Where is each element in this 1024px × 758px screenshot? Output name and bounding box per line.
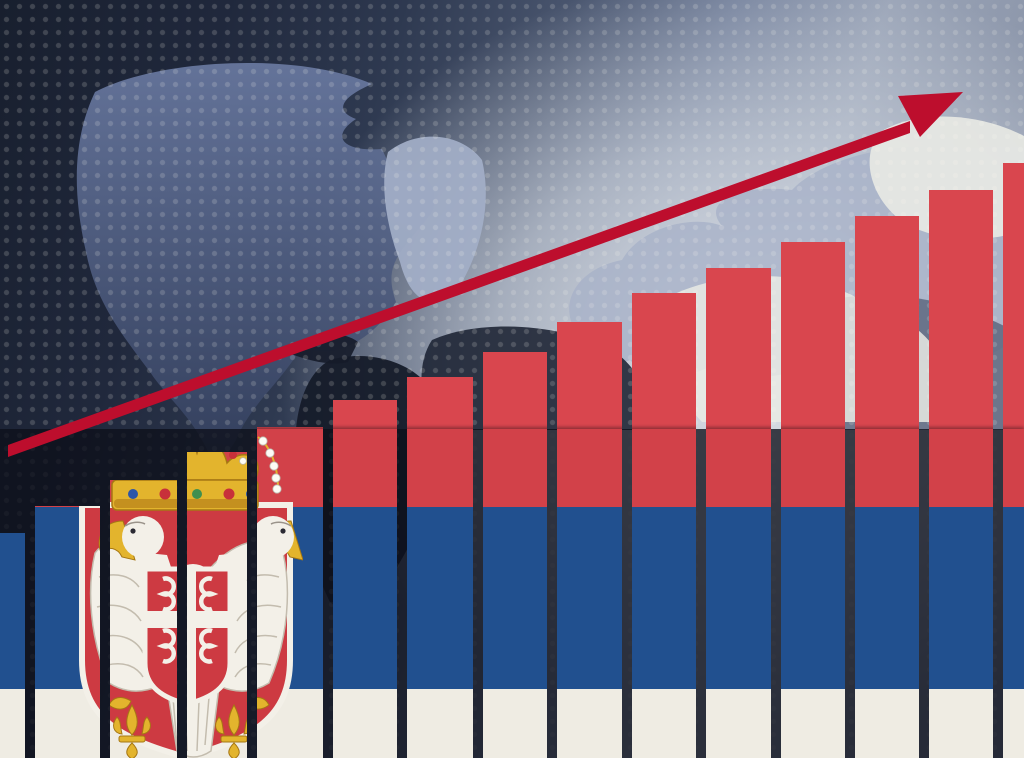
- continent-greenland: [384, 136, 486, 302]
- arrow-head-icon: [898, 92, 963, 137]
- fleur-de-lis-right: [215, 703, 253, 758]
- coat-of-arms: [79, 425, 303, 758]
- fleur-de-lis-left: [113, 703, 151, 758]
- continent-north-america: [76, 62, 435, 473]
- cross-firesteel-shield: [142, 566, 233, 707]
- eagle-right-head: [252, 516, 303, 561]
- arrow-shaft: [8, 121, 910, 457]
